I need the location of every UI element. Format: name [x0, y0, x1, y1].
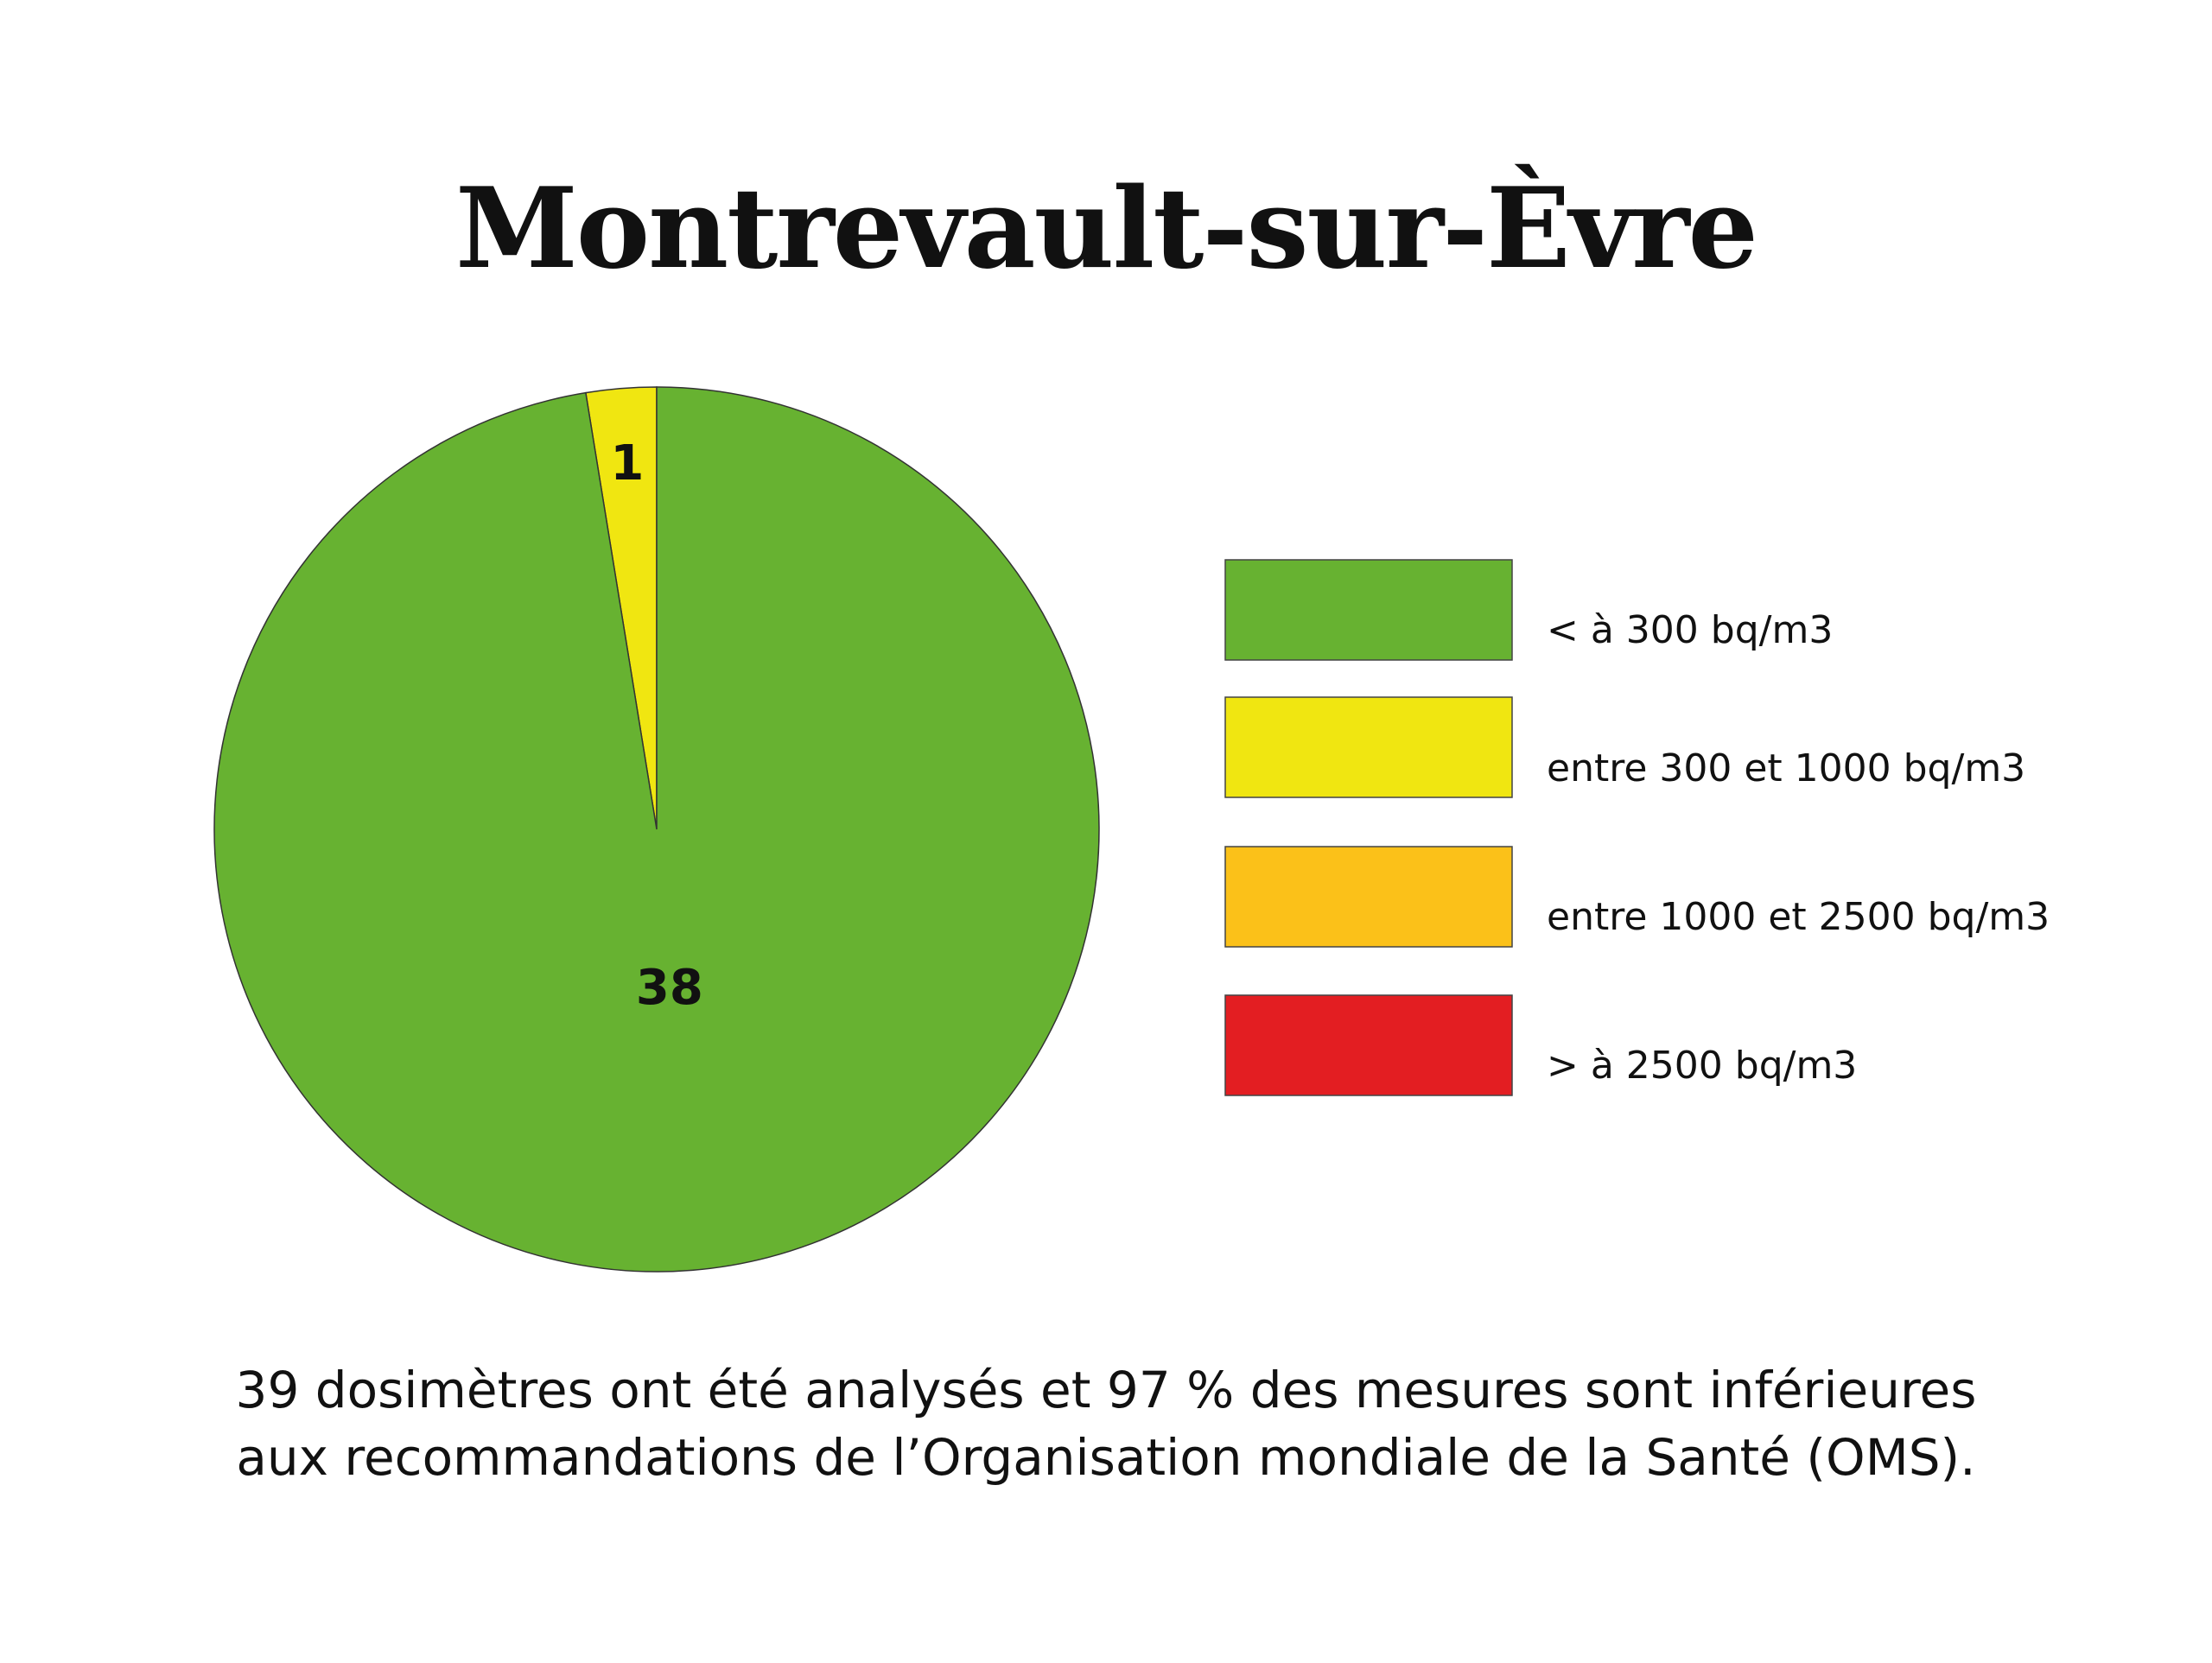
chart-title: Montrevault-sur-Èvre [455, 164, 1758, 294]
legend-label-3: > à 2500 bq/m3 [1547, 1044, 1858, 1088]
caption-line-1: 39 dosimètres ont été analysés et 97 % d… [235, 1361, 1977, 1419]
pie-data-label-0: 38 [636, 960, 703, 1016]
legend-label-1: entre 300 et 1000 bq/m3 [1547, 746, 2026, 790]
legend-swatch-1 [1224, 696, 1513, 798]
pie-data-label-1: 1 [610, 435, 644, 492]
legend-label-2: entre 1000 et 2500 bq/m3 [1547, 895, 2050, 939]
legend [1224, 559, 1513, 1096]
pie-data-labels: 1 38 [610, 435, 702, 1016]
legend-swatch-3 [1224, 994, 1513, 1096]
legend-label-0: < à 300 bq/m3 [1547, 608, 1834, 652]
pie-slices [213, 386, 1100, 1273]
legend-swatch-2 [1224, 846, 1513, 948]
caption-line-2: aux recommandations de l’Organisation mo… [236, 1428, 1976, 1487]
legend-swatch-0 [1224, 559, 1513, 661]
caption: 39 dosimètres ont été analysés et 97 % d… [0, 1356, 2212, 1491]
pie-slice-0 [213, 386, 1100, 1273]
